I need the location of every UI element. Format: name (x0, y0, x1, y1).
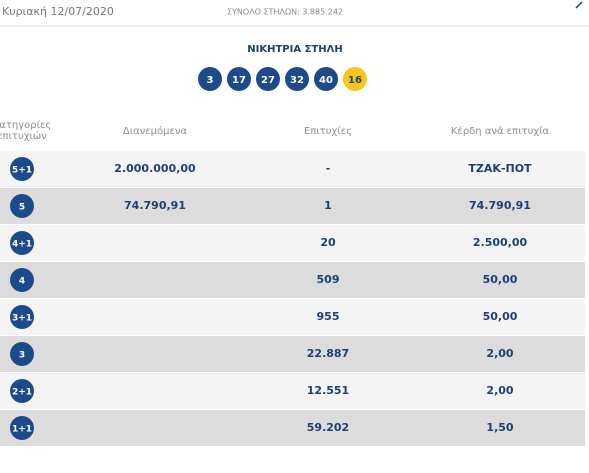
table-row (0, 151, 585, 187)
cell-winners: 955 (317, 310, 340, 323)
table-row (0, 336, 585, 372)
column-header: Κέρδη ανά επιτυχία (451, 125, 550, 137)
ball-number: 40 (319, 75, 333, 86)
category-badge (10, 305, 34, 329)
cell-distributed: 74.790,91 (124, 199, 186, 212)
table-row (0, 225, 585, 261)
category-badge (10, 342, 34, 366)
table-row (0, 188, 585, 224)
category-badge (10, 157, 34, 181)
ball (227, 67, 251, 91)
category-badge (10, 268, 34, 292)
cell-prize: 2,00 (486, 384, 513, 397)
category-label: 2+1 (12, 388, 32, 398)
total-columns: ΣΥΝΟΛΟ ΣΤΗΛΩΝ: 3.885.242 (227, 8, 343, 17)
cell-winners: 20 (320, 236, 336, 249)
category-label: 3 (19, 351, 25, 361)
cell-winners: 12.551 (307, 384, 349, 397)
category-label: 4 (19, 277, 25, 287)
cell-winners: 22.887 (307, 347, 349, 360)
ball (285, 67, 309, 91)
table-row (0, 410, 585, 446)
ball-number: 27 (261, 75, 275, 86)
table-row (0, 373, 585, 409)
cell-winners: - (326, 162, 331, 175)
category-badge (10, 194, 34, 218)
category-label: 5+1 (12, 166, 32, 176)
cell-winners: 1 (324, 199, 332, 212)
ball-number: 3 (207, 75, 214, 86)
cell-prize: 1,50 (486, 421, 513, 434)
category-badge (10, 231, 34, 255)
draw-date: Κυριακή 12/07/2020 (2, 5, 114, 18)
category-label: 1+1 (12, 425, 32, 435)
category-label: 5 (19, 203, 25, 213)
column-header: Κατηγορίεςεπιτυχιών (0, 119, 51, 142)
cell-prize: 50,00 (483, 273, 518, 286)
cell-prize: 50,00 (483, 310, 518, 323)
cell-distributed: 2.000.000,00 (114, 162, 196, 175)
category-badge (10, 379, 34, 403)
corner-mark (575, 1, 583, 9)
table-header (0, 112, 589, 148)
ball (198, 67, 222, 91)
joker-number: 16 (348, 75, 362, 86)
cell-prize: 2.500,00 (473, 236, 528, 249)
cell-prize: 2,00 (486, 347, 513, 360)
ball-number: 32 (290, 75, 304, 86)
cell-prize: ΤΖΑΚ-ΠΟΤ (468, 162, 532, 175)
ball (314, 67, 338, 91)
category-label: 3+1 (12, 314, 32, 324)
table-row (0, 299, 585, 335)
joker-ball (343, 67, 367, 91)
ball (256, 67, 280, 91)
category-label: 4+1 (12, 240, 32, 250)
column-header: Διανεμόμενα (123, 125, 188, 137)
cell-winners: 509 (317, 273, 340, 286)
table-row (0, 262, 585, 298)
ball-number: 17 (232, 75, 246, 86)
column-header: Επιτυχίες (304, 125, 352, 137)
category-badge (10, 416, 34, 440)
cell-winners: 59.202 (307, 421, 349, 434)
winning-title: ΝΙΚΗΤΡΙΑ ΣΤΗΛΗ (247, 44, 342, 55)
cell-prize: 74.790,91 (469, 199, 531, 212)
